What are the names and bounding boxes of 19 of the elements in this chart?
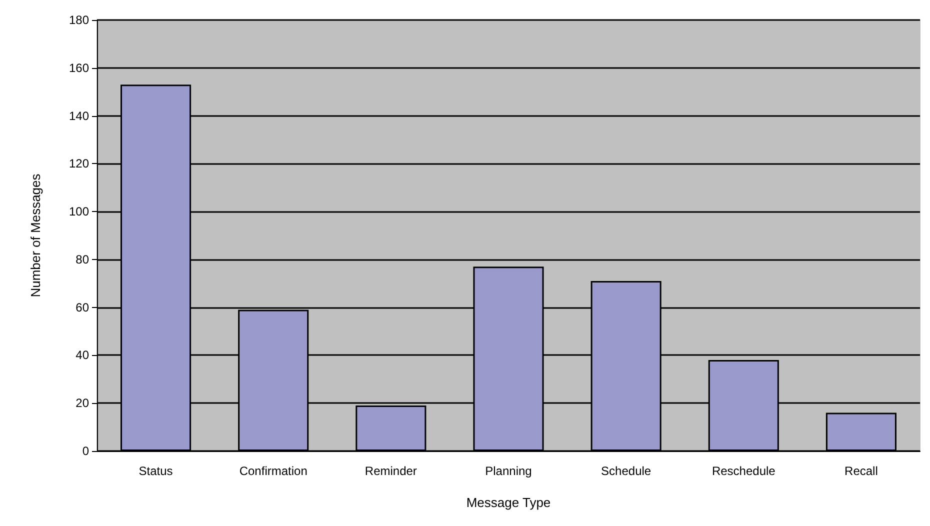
y-tick-label: 60	[76, 300, 90, 314]
y-tick-label: 180	[68, 13, 90, 27]
y-axis-title: Number of Messages	[28, 173, 43, 298]
y-tick-label: 100	[68, 204, 90, 219]
x-tick-label: Reschedule	[712, 464, 776, 478]
y-tick-label: 40	[76, 348, 90, 362]
x-tick-label: Confirmation	[239, 464, 308, 478]
x-tick-label: Planning	[485, 464, 532, 478]
y-tick-label: 0	[82, 444, 90, 458]
x-tick-label: Status	[138, 464, 173, 478]
y-tick-label: 20	[76, 396, 90, 410]
y-tick-label: 140	[68, 108, 90, 123]
x-axis-title: Message Type	[466, 495, 551, 510]
x-tick-label: Recall	[844, 464, 878, 478]
x-tick-label: Schedule	[601, 464, 652, 478]
y-tick-label: 120	[68, 156, 90, 171]
y-tick-label: 80	[76, 252, 90, 266]
y-tick-label: 160	[68, 60, 90, 75]
x-tick-label: Reminder	[364, 464, 417, 478]
